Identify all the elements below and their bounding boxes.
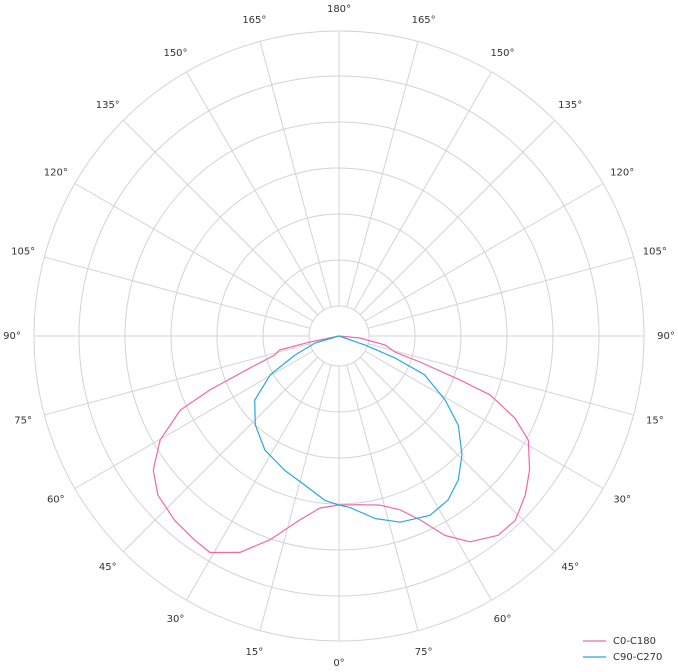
outer-ring: [33, 30, 645, 642]
angle-label: 90°: [3, 331, 21, 342]
series-line: [152, 335, 531, 554]
ring: [262, 259, 416, 413]
angle-label: 90°: [657, 331, 675, 342]
angle-label: 135°: [558, 100, 582, 111]
angle-label: 15°: [245, 647, 263, 658]
angle-label: 105°: [643, 246, 667, 257]
legend-label: C0-C180: [613, 636, 656, 647]
angle-label: 0°: [333, 658, 344, 669]
angle-label: 15°: [646, 416, 664, 427]
angle-label: 150°: [490, 48, 514, 59]
ring: [124, 121, 554, 551]
angle-label: 60°: [47, 495, 65, 506]
angle-label: 165°: [242, 15, 266, 26]
angle-label: 30°: [613, 495, 631, 506]
angle-label: 60°: [494, 614, 512, 625]
angle-label: 45°: [99, 562, 117, 573]
angle-label: 165°: [412, 15, 436, 26]
angle-label: 30°: [167, 614, 185, 625]
angle-label: 75°: [14, 416, 32, 427]
angle-label: 150°: [163, 48, 187, 59]
angle-label: 180°: [327, 4, 351, 15]
angle-label: 120°: [610, 168, 634, 179]
ring: [308, 305, 370, 367]
series-line: [254, 335, 463, 523]
angle-label: 45°: [561, 562, 579, 573]
angle-label: 135°: [96, 100, 120, 111]
ring: [216, 213, 462, 459]
angle-label: 120°: [44, 168, 68, 179]
angle-label: 75°: [415, 647, 433, 658]
ring: [170, 167, 508, 505]
ring: [78, 75, 600, 597]
legend-label: C90-C270: [613, 652, 662, 663]
angle-label: 105°: [11, 246, 35, 257]
